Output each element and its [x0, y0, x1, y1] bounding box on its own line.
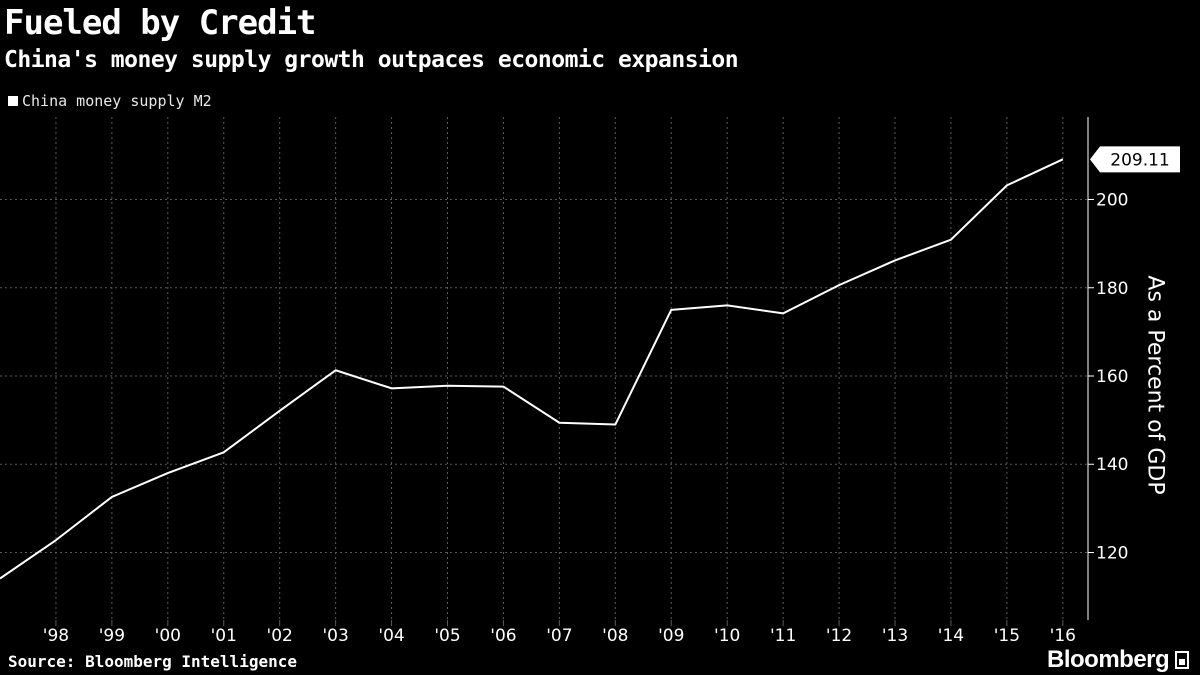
brand-logo: Bloomberg — [1047, 646, 1190, 673]
brand-mark-icon — [1175, 651, 1190, 669]
value-callout-label: 209.11 — [1110, 150, 1169, 170]
annotation-layer: 209.11 — [1090, 146, 1180, 173]
x-tick-label: '09 — [658, 626, 684, 646]
x-tick-label: '06 — [490, 626, 516, 646]
x-tick-label: '04 — [378, 626, 404, 646]
x-tick-label: '98 — [43, 626, 69, 646]
series-line — [0, 158, 1064, 580]
x-tick-label: '10 — [714, 626, 740, 646]
y-tick-label: 180 — [1096, 279, 1128, 299]
series-layer — [0, 158, 1064, 580]
value-callout-box — [1090, 146, 1180, 173]
axis-layer: '98 '99 '00 '01 '02 '03 '04 '05 '06 '07 '08 '09 '10 '… — [43, 117, 1128, 646]
x-tick-label: '05 — [434, 626, 460, 646]
chart-subtitle: China's money supply growth outpaces eco… — [4, 47, 739, 73]
y-tick-label: 140 — [1096, 455, 1128, 475]
y-tick-label: 120 — [1096, 543, 1128, 563]
y-tick-label: 200 — [1096, 191, 1128, 211]
x-tick-label: '14 — [938, 626, 964, 646]
x-tick-label: '07 — [546, 626, 572, 646]
x-tick-label: '13 — [882, 626, 908, 646]
chart-title: Fueled by Credit — [4, 3, 317, 43]
grid-layer — [0, 117, 1088, 620]
source-note: Source: Bloomberg Intelligence — [8, 652, 297, 671]
x-tick-label: '03 — [322, 626, 348, 646]
x-tick-label: '08 — [602, 626, 628, 646]
x-tick-label: '16 — [1050, 626, 1076, 646]
x-tick-label: '12 — [826, 626, 852, 646]
x-tick-label: '99 — [99, 626, 125, 646]
x-tick-label: '01 — [211, 626, 237, 646]
y-axis-label: As a Percent of GDP — [1142, 275, 1168, 495]
legend-label: China money supply M2 — [22, 92, 212, 110]
y-tick-label: 160 — [1096, 367, 1128, 387]
brand-name: Bloomberg — [1047, 646, 1170, 673]
x-tick-label: '11 — [770, 626, 796, 646]
x-tick-label: '15 — [994, 626, 1020, 646]
legend: China money supply M2 — [8, 92, 212, 110]
x-tick-label: '00 — [155, 626, 181, 646]
legend-swatch — [8, 96, 18, 106]
x-tick-label: '02 — [267, 626, 293, 646]
